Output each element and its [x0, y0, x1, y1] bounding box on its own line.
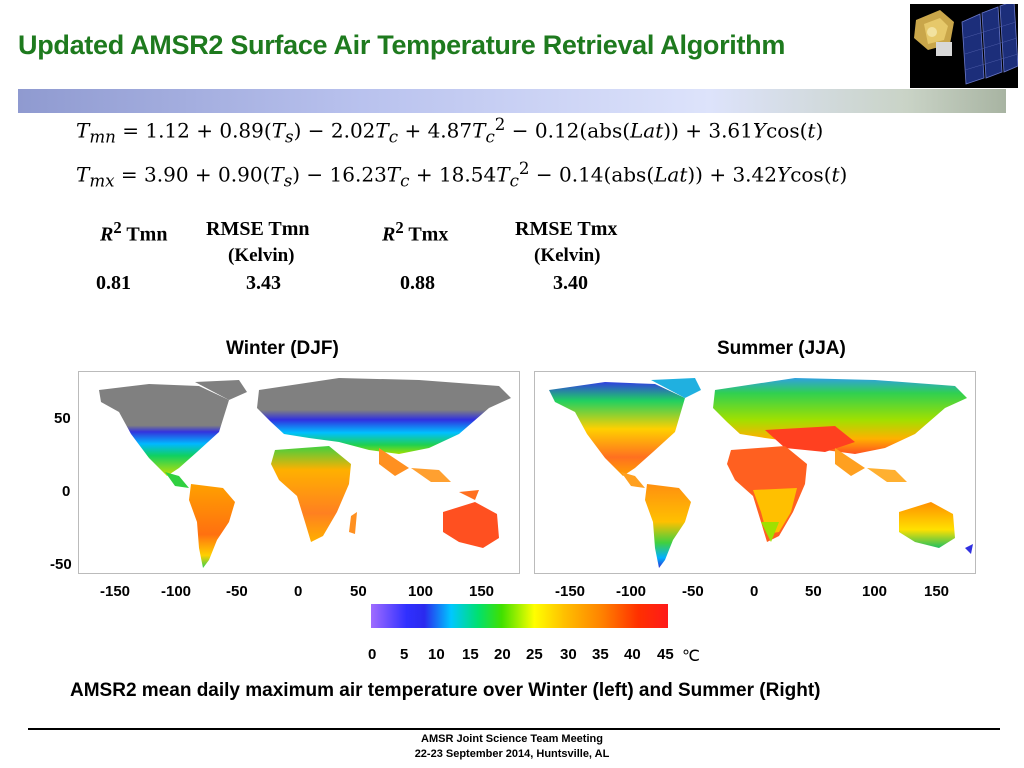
map-y-tick-minus50: -50 — [50, 556, 72, 573]
temperature-colorbar — [371, 604, 668, 628]
figure-caption: AMSR2 mean daily maximum air temperature… — [70, 680, 821, 701]
footer-divider — [28, 728, 1000, 730]
summer-x-tick: -50 — [682, 583, 704, 600]
winter-map — [78, 371, 520, 574]
equation-tmn: Tmn = 1.12 + 0.89(Ts) − 2.02Tc + 4.87Tc2… — [76, 115, 824, 147]
winter-x-tick: 100 — [408, 583, 434, 600]
summer-x-tick: 150 — [924, 583, 950, 600]
map-y-tick-50: 50 — [54, 410, 71, 427]
stat-value-r2-tmn: 0.81 — [96, 272, 131, 294]
footer-meeting: AMSR Joint Science Team Meeting — [421, 733, 603, 745]
stat-header-rmse-tmn-unit: (Kelvin) — [228, 245, 295, 266]
colorbar-tick: 10 — [428, 646, 445, 663]
stat-header-rmse-tmn: RMSE Tmn — [206, 218, 310, 240]
winter-x-tick: 150 — [469, 583, 495, 600]
stat-header-r2-tmx: R2 Tmx — [382, 218, 449, 246]
summer-map-label: Summer (JJA) — [717, 338, 846, 359]
stat-header-rmse-tmx: RMSE Tmx — [515, 218, 618, 240]
colorbar-unit: ℃ — [682, 648, 700, 665]
summer-x-tick: -100 — [616, 583, 647, 600]
winter-x-tick: -150 — [100, 583, 131, 600]
stat-header-r2-tmn: R2 Tmn — [100, 218, 168, 246]
stat-value-rmse-tmn: 3.43 — [246, 272, 281, 294]
winter-x-tick: -100 — [161, 583, 192, 600]
summer-map — [534, 371, 976, 574]
winter-map-label: Winter (DJF) — [226, 338, 339, 359]
colorbar-tick: 15 — [462, 646, 479, 663]
winter-x-tick: 50 — [350, 583, 367, 600]
colorbar-tick: 25 — [526, 646, 543, 663]
summer-x-tick: 100 — [862, 583, 888, 600]
colorbar-tick: 0 — [368, 646, 377, 663]
summer-x-tick: -150 — [555, 583, 586, 600]
colorbar-tick: 30 — [560, 646, 577, 663]
colorbar-tick: 5 — [400, 646, 409, 663]
winter-x-tick: 0 — [294, 583, 303, 600]
colorbar-tick: 35 — [592, 646, 609, 663]
map-y-tick-0: 0 — [62, 483, 71, 500]
slide-title: Updated AMSR2 Surface Air Temperature Re… — [18, 30, 786, 60]
footer-date-location: 22-23 September 2014, Huntsville, AL — [414, 748, 610, 760]
stat-header-rmse-tmx-unit: (Kelvin) — [534, 245, 601, 266]
satellite-image — [910, 4, 1018, 88]
colorbar-tick: 45 — [657, 646, 674, 663]
colorbar-tick: 40 — [624, 646, 641, 663]
summer-x-tick: 50 — [805, 583, 822, 600]
stat-value-rmse-tmx: 3.40 — [553, 272, 588, 294]
winter-x-tick: -50 — [226, 583, 248, 600]
stat-value-r2-tmx: 0.88 — [400, 272, 435, 294]
colorbar-tick: 20 — [494, 646, 511, 663]
equation-tmx: Tmx = 3.90 + 0.90(Ts) − 16.23Tc + 18.54T… — [76, 159, 848, 191]
summer-x-tick: 0 — [750, 583, 759, 600]
header-gradient-bar — [18, 89, 1006, 113]
